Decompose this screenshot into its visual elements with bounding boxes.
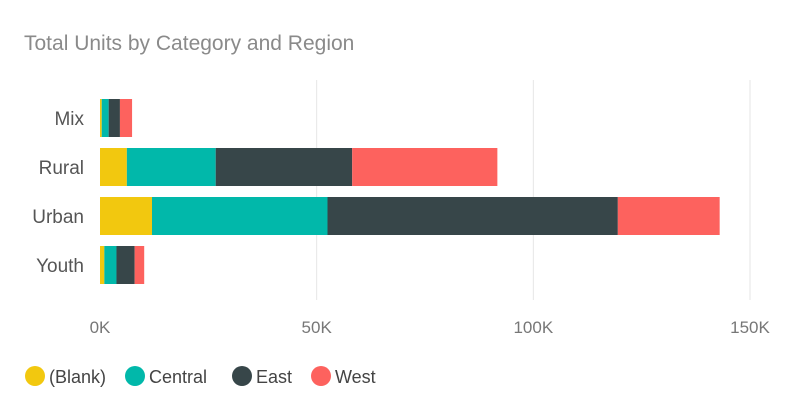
- category-label: Rural: [39, 158, 84, 179]
- legend-label: East: [256, 367, 292, 387]
- bar-segment[interactable]: [134, 246, 145, 284]
- legend-swatch: [25, 366, 45, 386]
- bar-segment[interactable]: [215, 148, 353, 186]
- x-tick-labels: 0K 50K 100K 150K: [90, 318, 771, 337]
- bar-segment[interactable]: [152, 197, 328, 235]
- bar-segment[interactable]: [327, 197, 618, 235]
- bar-segment[interactable]: [100, 197, 152, 235]
- category-labels: Mix Rural Urban Youth: [32, 109, 84, 277]
- bar-segment[interactable]: [116, 246, 135, 284]
- x-tick-label: 50K: [302, 318, 333, 337]
- legend-item[interactable]: West: [311, 366, 376, 387]
- x-tick-label: 100K: [513, 318, 553, 337]
- grid-lines: [316, 80, 751, 300]
- legend-swatch: [311, 366, 331, 386]
- legend-swatch: [125, 366, 145, 386]
- bar-segment[interactable]: [617, 197, 720, 235]
- legend-item[interactable]: (Blank): [25, 366, 106, 387]
- bars: [100, 99, 720, 284]
- legend: (Blank) Central East West: [25, 366, 376, 387]
- chart-title: Total Units by Category and Region: [24, 32, 354, 55]
- category-label: Mix: [54, 109, 84, 130]
- legend-item[interactable]: Central: [125, 366, 207, 387]
- bar-segment[interactable]: [101, 99, 109, 137]
- category-label: Urban: [32, 207, 84, 228]
- legend-label: (Blank): [49, 367, 106, 387]
- legend-swatch: [232, 366, 252, 386]
- bar-segment[interactable]: [100, 148, 127, 186]
- bar-segment[interactable]: [104, 246, 117, 284]
- legend-item[interactable]: East: [232, 366, 292, 387]
- bar-segment[interactable]: [100, 246, 105, 284]
- bar-segment[interactable]: [119, 99, 133, 137]
- bar-segment[interactable]: [108, 99, 120, 137]
- x-tick-label: 0K: [90, 318, 111, 337]
- legend-label: West: [335, 367, 376, 387]
- bar-segment[interactable]: [352, 148, 498, 186]
- legend-label: Central: [149, 367, 207, 387]
- category-label: Youth: [36, 256, 84, 277]
- bar-segment[interactable]: [100, 99, 102, 137]
- x-tick-label: 150K: [730, 318, 770, 337]
- bar-segment[interactable]: [126, 148, 216, 186]
